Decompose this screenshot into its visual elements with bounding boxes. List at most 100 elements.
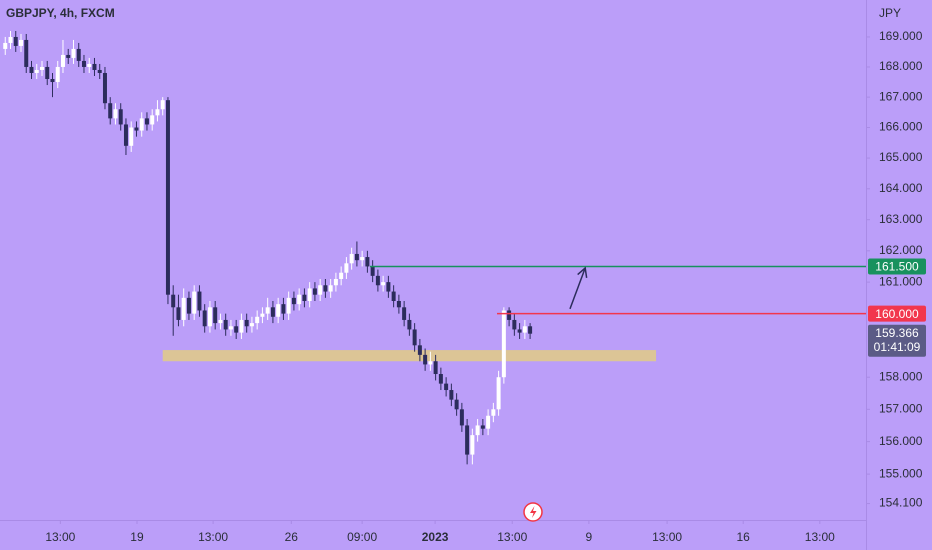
candle-body xyxy=(244,319,249,327)
candle-body xyxy=(249,323,254,327)
x-tick-label: 26 xyxy=(285,530,299,544)
candle-body xyxy=(71,48,76,58)
candle-body xyxy=(428,361,433,365)
x-tick-label: 13:00 xyxy=(805,530,835,544)
candle-body xyxy=(81,60,86,67)
candle-body xyxy=(171,294,176,308)
candle-body xyxy=(333,278,338,286)
candle-body xyxy=(87,63,92,67)
chart-title: GBPJPY, 4h, FXCM xyxy=(6,6,115,20)
candle-body xyxy=(496,377,501,410)
candle-body xyxy=(522,326,527,333)
candle-body xyxy=(39,66,44,70)
candle-body xyxy=(18,39,23,46)
x-tick-label: 13:00 xyxy=(497,530,527,544)
last-price-label: 159.366 xyxy=(875,326,919,340)
candle-body xyxy=(66,54,71,58)
candle-body xyxy=(365,257,370,267)
x-tick-label: 16 xyxy=(737,530,751,544)
candle-body xyxy=(150,115,155,125)
candle-body xyxy=(50,79,55,83)
candle-body xyxy=(3,42,8,49)
candle-body xyxy=(239,319,244,333)
candle-body xyxy=(475,425,480,436)
candle-body xyxy=(186,297,191,314)
candle-body xyxy=(354,253,359,261)
price-label: 160.000 xyxy=(875,307,919,321)
candle-body xyxy=(160,100,165,110)
candle-body xyxy=(459,409,464,426)
candle-body xyxy=(512,319,517,330)
candle-body xyxy=(423,354,428,365)
candle-body xyxy=(454,399,459,410)
y-tick-label: 163.000 xyxy=(879,212,923,226)
candle-body xyxy=(8,36,13,43)
candle-body xyxy=(97,69,102,73)
candle-body xyxy=(470,435,475,455)
y-tick-label: 168.000 xyxy=(879,59,923,73)
support-zone xyxy=(162,350,657,362)
x-tick-label: 2023 xyxy=(422,530,449,544)
candle-body xyxy=(291,297,296,305)
candle-body xyxy=(486,415,491,429)
arrow-shaft xyxy=(569,267,586,310)
y-tick-label: 156.000 xyxy=(879,434,923,448)
candle-body xyxy=(197,291,202,311)
arrow-head xyxy=(577,266,588,279)
candle-body xyxy=(144,118,149,125)
candle-body xyxy=(192,291,197,314)
candle-body xyxy=(228,326,233,330)
candle-body xyxy=(491,409,496,416)
alert-icon[interactable] xyxy=(523,502,543,522)
candle-body xyxy=(360,257,365,261)
candle-body xyxy=(391,291,396,301)
candle-body xyxy=(276,304,281,317)
x-tick-label: 9 xyxy=(586,530,593,544)
candle-body xyxy=(113,109,118,119)
candle-body xyxy=(45,66,50,80)
candle-body xyxy=(55,66,60,83)
candle-body xyxy=(318,285,323,295)
candle-body xyxy=(207,307,212,327)
candle-body xyxy=(412,329,417,346)
y-tick-label: 169.000 xyxy=(879,29,923,43)
candle-body xyxy=(108,103,113,119)
candle-body xyxy=(24,39,29,67)
candle-body xyxy=(433,361,438,375)
candle-body xyxy=(375,275,380,286)
candle-body xyxy=(123,124,128,146)
candle-body xyxy=(165,100,170,295)
y-tick-label: 162.000 xyxy=(879,243,923,257)
y-tick-label: 155.000 xyxy=(879,466,923,480)
candle-body xyxy=(155,109,160,116)
y-tick-label: 154.100 xyxy=(879,496,923,510)
y-tick-label: 158.000 xyxy=(879,369,923,383)
candle-body xyxy=(13,36,18,46)
x-tick-label: 13:00 xyxy=(198,530,228,544)
candle-body xyxy=(60,54,65,67)
x-tick-label: 13:00 xyxy=(652,530,682,544)
candle-body xyxy=(417,345,422,355)
candle-body xyxy=(501,310,506,378)
candle-body xyxy=(218,319,223,324)
x-tick-label: 09:00 xyxy=(347,530,377,544)
candle-body xyxy=(255,316,260,324)
candle-body xyxy=(438,374,443,384)
trend-arrow xyxy=(569,266,588,310)
candle-body xyxy=(449,390,454,400)
candle-body xyxy=(407,319,412,330)
candle-body xyxy=(349,253,354,264)
candle-body xyxy=(265,307,270,314)
y-tick-label: 157.000 xyxy=(879,401,923,415)
candle-body xyxy=(286,297,291,314)
candle-body xyxy=(92,63,97,70)
candle-body xyxy=(176,307,181,320)
candle-body xyxy=(465,425,470,455)
candle-body xyxy=(528,326,533,334)
candle-body xyxy=(118,109,123,125)
candle-body xyxy=(344,263,349,273)
candle-body xyxy=(480,425,485,429)
candle-body xyxy=(139,118,144,131)
